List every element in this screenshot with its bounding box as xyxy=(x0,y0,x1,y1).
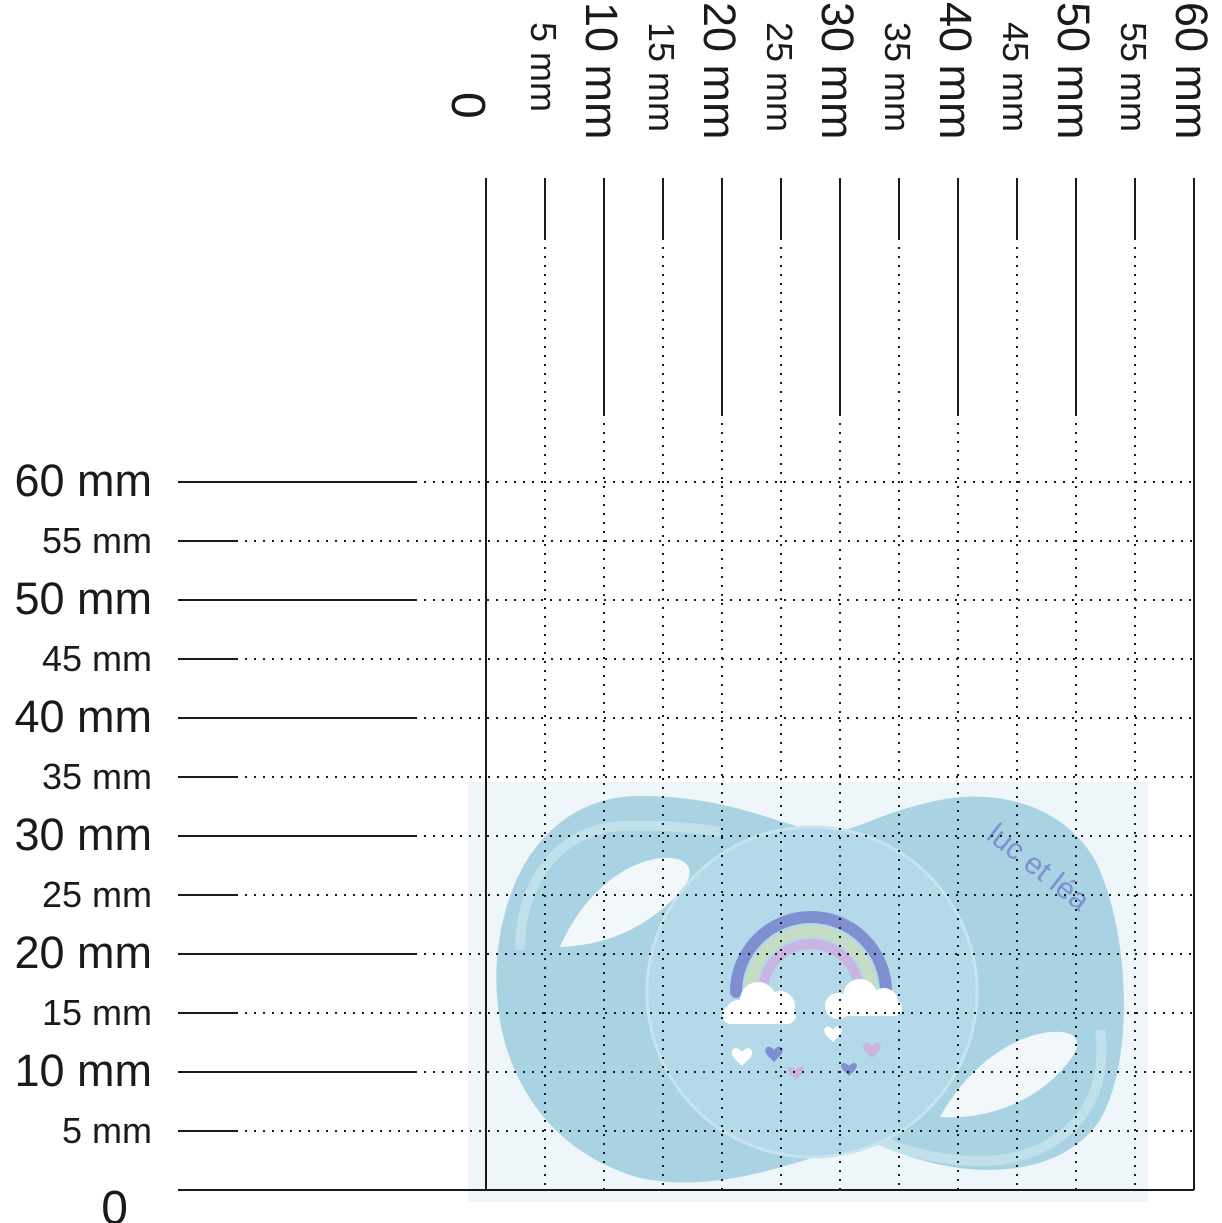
y-tick-label-25: 25 mm xyxy=(42,874,152,915)
x-tick-label-20: 20 mm xyxy=(694,2,745,140)
x-tick-label-35: 35 mm xyxy=(877,22,918,132)
right-handle-rim xyxy=(877,1029,1107,1166)
x-tick-label-55: 55 mm xyxy=(1113,22,1154,132)
left-handle-hole xyxy=(560,857,690,947)
x-tick-label-15: 15 mm xyxy=(641,22,682,132)
y-tick-label-50: 50 mm xyxy=(14,573,152,624)
y-tick-label-35: 35 mm xyxy=(42,756,152,797)
y-zero-label: 0 xyxy=(101,1182,128,1223)
x-tick-label-60: 60 mm xyxy=(1166,2,1217,140)
rainbow-icon xyxy=(730,911,892,998)
cloud-icon xyxy=(825,979,902,1019)
y-tick-label-10: 10 mm xyxy=(14,1045,152,1096)
heart-icon xyxy=(731,1026,881,1080)
pacifier-image: luc et léa xyxy=(468,782,1148,1202)
x-tick-label-25: 25 mm xyxy=(759,22,800,132)
x-tick-label-30: 30 mm xyxy=(812,2,863,140)
x-tick-label-45: 45 mm xyxy=(995,22,1036,132)
grid-lines xyxy=(178,178,1195,1191)
cloud-icon xyxy=(722,982,796,1024)
x-zero-label: 0 xyxy=(441,92,494,119)
pacifier-button xyxy=(645,825,979,1159)
left-handle-rim xyxy=(515,820,721,951)
right-handle-hole xyxy=(940,1031,1078,1118)
y-tick-label-30: 30 mm xyxy=(14,809,152,860)
x-tick-label-5: 5 mm xyxy=(523,22,564,112)
x-tick-label-10: 10 mm xyxy=(576,2,627,140)
scale-labels: 5 mm 10 mm 15 mm 20 mm 25 mm 30 mm 35 mm 40 mm 4… xyxy=(14,2,1217,1223)
y-tick-label-40: 40 mm xyxy=(14,691,152,742)
x-tick-label-40: 40 mm xyxy=(930,2,981,140)
y-tick-label-15: 15 mm xyxy=(42,992,152,1033)
y-tick-label-5: 5 mm xyxy=(62,1110,152,1151)
y-tick-label-55: 55 mm xyxy=(42,520,152,561)
x-tick-label-50: 50 mm xyxy=(1048,2,1099,140)
y-tick-label-45: 45 mm xyxy=(42,638,152,679)
y-tick-label-60: 60 mm xyxy=(14,455,152,506)
y-tick-label-20: 20 mm xyxy=(14,927,152,978)
